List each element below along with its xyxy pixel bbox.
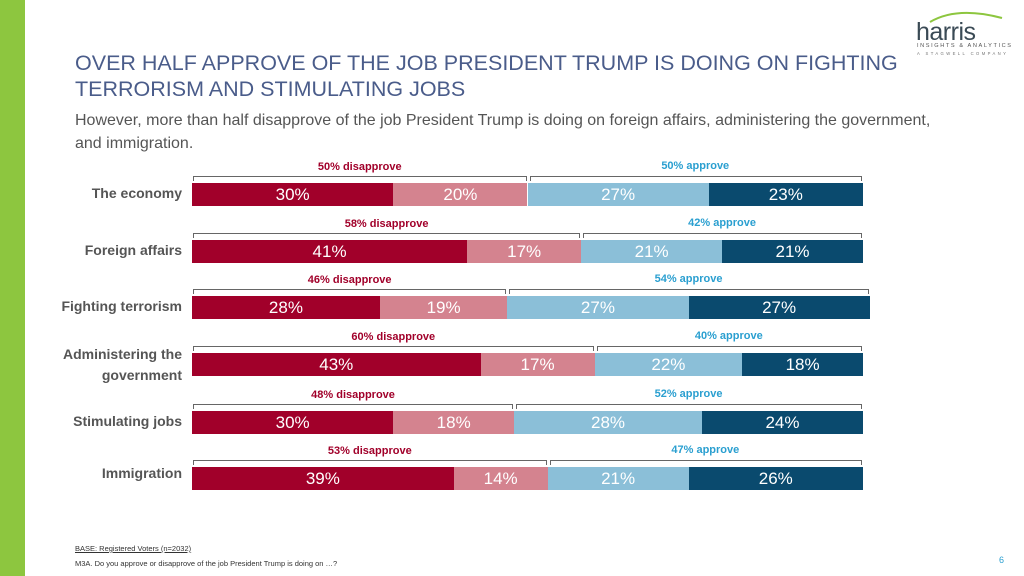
approve-total-label: 52% approve xyxy=(654,388,723,400)
bar-segment-strongly-disapprove: 30% xyxy=(192,411,394,434)
category-label: Administering the government xyxy=(62,346,182,383)
logo-tagline: INSIGHTS & ANALYTICS xyxy=(917,43,1013,49)
approve-bracket xyxy=(529,176,862,181)
disapprove-total-label: 48% disapprove xyxy=(311,389,395,401)
bar-segment-somewhat-approve: 27% xyxy=(527,183,709,206)
approve-total-label: 50% approve xyxy=(661,160,730,172)
bar-segment-strongly-approve: 23% xyxy=(708,183,863,206)
disapprove-bracket xyxy=(193,233,581,238)
approve-total-label: 40% approve xyxy=(694,330,763,342)
bar-segment-strongly-disapprove: 43% xyxy=(192,353,481,376)
page-subtitle: However, more than half disapprove of th… xyxy=(75,112,931,152)
logo-swoosh-icon xyxy=(929,11,1003,23)
approve-bracket xyxy=(596,346,862,351)
disapprove-bracket xyxy=(193,460,547,465)
bar-segment-strongly-approve: 21% xyxy=(722,240,863,263)
disapprove-total-label: 46% disapprove xyxy=(307,274,392,286)
bar-segment-strongly-disapprove: 39% xyxy=(192,467,454,490)
bar-segment-somewhat-disapprove: 18% xyxy=(393,411,515,434)
bar-segment-somewhat-approve: 27% xyxy=(507,296,689,319)
footer-question: M3A. Do you approve or disapprove of the… xyxy=(75,559,338,568)
accent-bar xyxy=(0,0,25,576)
disapprove-total-label: 50% disapprove xyxy=(317,161,402,173)
category-label: Foreign affairs xyxy=(84,242,182,258)
approve-bracket xyxy=(516,404,862,409)
harris-logo: harris INSIGHTS & ANALYTICS A STAGWELL C… xyxy=(912,10,1017,60)
disapprove-bracket xyxy=(193,289,507,294)
approve-bracket xyxy=(583,233,862,238)
bar-segment-strongly-disapprove: 41% xyxy=(192,240,468,263)
disapprove-bracket xyxy=(193,176,527,181)
bar-segment-somewhat-disapprove: 17% xyxy=(467,240,582,263)
page-number: 6 xyxy=(999,555,1005,565)
bar-segment-strongly-disapprove: 30% xyxy=(192,183,394,206)
bar-segment-strongly-disapprove: 28% xyxy=(192,296,380,319)
disapprove-total-label: 60% disapprove xyxy=(351,331,436,343)
logo-company: A STAGWELL COMPANY xyxy=(917,51,1009,56)
bar-segment-somewhat-disapprove: 14% xyxy=(453,467,548,490)
bar-segment-strongly-approve: 18% xyxy=(742,353,863,376)
category-label: The economy xyxy=(91,185,182,201)
disapprove-total-label: 53% disapprove xyxy=(327,445,412,457)
disapprove-bracket xyxy=(193,346,594,351)
bar-segment-somewhat-disapprove: 20% xyxy=(393,183,528,206)
bar-segment-somewhat-approve: 22% xyxy=(594,353,743,376)
logo-word: harris xyxy=(916,18,976,46)
category-label: Stimulating jobs xyxy=(73,413,182,429)
approve-total-label: 47% approve xyxy=(671,444,740,456)
approve-bracket xyxy=(549,460,862,465)
bar-segment-strongly-approve: 26% xyxy=(688,467,863,490)
bar-segment-somewhat-approve: 21% xyxy=(581,240,723,263)
bar-segment-somewhat-approve: 21% xyxy=(547,467,689,490)
approve-bracket xyxy=(509,289,869,294)
bar-segment-strongly-approve: 27% xyxy=(688,296,870,319)
category-label: Fighting terrorism xyxy=(61,298,182,314)
disapprove-total-label: 58% disapprove xyxy=(344,218,429,230)
page-title: OVER HALF APPROVE OF THE JOB PRESIDENT T… xyxy=(75,51,898,101)
approve-total-label: 54% approve xyxy=(654,273,723,285)
bar-segment-somewhat-disapprove: 17% xyxy=(480,353,595,376)
bar-segment-somewhat-disapprove: 19% xyxy=(379,296,508,319)
approve-total-label: 42% approve xyxy=(688,217,757,229)
bar-segment-somewhat-approve: 28% xyxy=(514,411,702,434)
disapprove-bracket xyxy=(193,404,514,409)
bar-segment-strongly-approve: 24% xyxy=(701,411,863,434)
category-label: Immigration xyxy=(101,465,182,481)
footer-base: BASE: Registered Voters (n=2032) xyxy=(75,544,192,553)
